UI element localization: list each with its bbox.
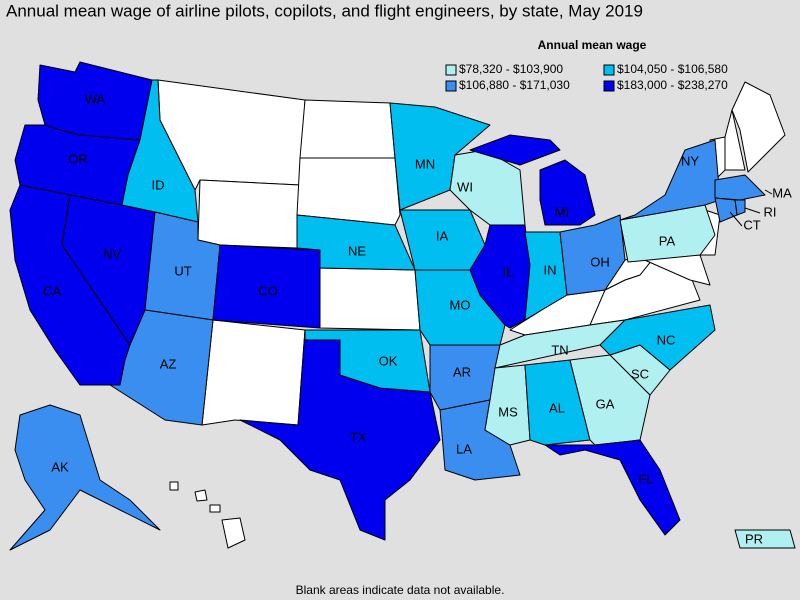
state-label: PA <box>659 233 676 248</box>
leader-line <box>729 211 743 227</box>
state-no-data <box>169 481 179 491</box>
state-label: CA <box>43 283 61 298</box>
state-label: TN <box>551 342 568 357</box>
state <box>619 139 721 221</box>
state-label: ID <box>152 177 165 192</box>
legend-title: Annual mean wage <box>538 38 647 52</box>
state-label: CT <box>743 217 760 232</box>
state <box>544 439 681 536</box>
footnote: Blank areas indicate data not available. <box>296 583 505 597</box>
state-label: NV <box>103 246 121 261</box>
state-label: OK <box>379 353 398 368</box>
state <box>559 214 626 296</box>
state-label: MS <box>498 404 518 419</box>
state <box>734 529 796 549</box>
state-label: WA <box>85 91 106 106</box>
title: Annual mean wage of airline pilots, copi… <box>6 1 643 20</box>
state-label: OR <box>68 151 88 166</box>
state-label: UT <box>174 263 191 278</box>
state <box>524 359 591 446</box>
state-label: MN <box>415 156 435 171</box>
state-label: PR <box>745 531 763 546</box>
state <box>714 197 738 223</box>
state-no-data <box>296 157 401 226</box>
state-label: MI <box>555 204 569 219</box>
legend-swatch <box>445 64 457 76</box>
state-label: SC <box>631 366 649 381</box>
state <box>599 304 716 371</box>
legend-label: $104,050 - $106,580 <box>617 62 728 76</box>
state-label: LA <box>456 441 472 456</box>
state <box>9 404 161 551</box>
state-labels: WA OR CA NV ID UT AZ CO TX NE OK MN IA MO AR LA WI IL MI IN… <box>43 91 792 546</box>
state-label: TX <box>350 429 367 444</box>
state-label: RI <box>764 204 777 219</box>
state-label: MO <box>450 297 471 312</box>
state <box>296 214 416 271</box>
state <box>714 174 766 201</box>
state-no-data <box>724 109 746 171</box>
state-label: NC <box>657 332 676 347</box>
legend-label: $78,320 - $103,900 <box>459 62 563 76</box>
state-label: NE <box>348 243 366 258</box>
state-label: OH <box>590 254 610 269</box>
state-label: IN <box>544 262 557 277</box>
state-label: AR <box>453 364 471 379</box>
state-label: NY <box>681 153 699 168</box>
state-label: AZ <box>160 356 177 371</box>
state-no-data <box>221 517 246 549</box>
state-label: AL <box>549 400 565 415</box>
legend-swatch <box>445 80 457 92</box>
state-label: IA <box>436 228 449 243</box>
state-label: MA <box>772 185 792 200</box>
state-no-data <box>194 489 208 502</box>
state-no-data <box>209 504 221 513</box>
state-label: CO <box>258 283 278 298</box>
states <box>9 61 796 551</box>
legend: $78,320 - $103,900 $104,050 - $106,580 $10… <box>445 62 728 92</box>
state-no-data <box>197 179 301 249</box>
state <box>109 309 214 426</box>
state-label: WI <box>457 179 473 194</box>
legend-swatch <box>603 64 615 76</box>
legend-swatch <box>603 80 615 92</box>
legend-label: $183,000 - $238,270 <box>617 78 728 92</box>
leader-line <box>764 189 773 195</box>
leader-line <box>744 207 761 214</box>
state-label: IL <box>503 264 514 279</box>
state-label: FL <box>638 471 653 486</box>
state <box>304 329 431 393</box>
state-no-data <box>319 267 421 331</box>
state-no-data <box>299 99 396 159</box>
state <box>539 159 596 226</box>
state <box>212 244 321 329</box>
state-label: GA <box>596 396 615 411</box>
state-no-data <box>731 81 786 173</box>
state-no-data <box>201 319 306 426</box>
state <box>469 134 561 166</box>
state-label: AK <box>51 459 69 474</box>
legend-label: $106,880 - $171,030 <box>459 78 570 92</box>
